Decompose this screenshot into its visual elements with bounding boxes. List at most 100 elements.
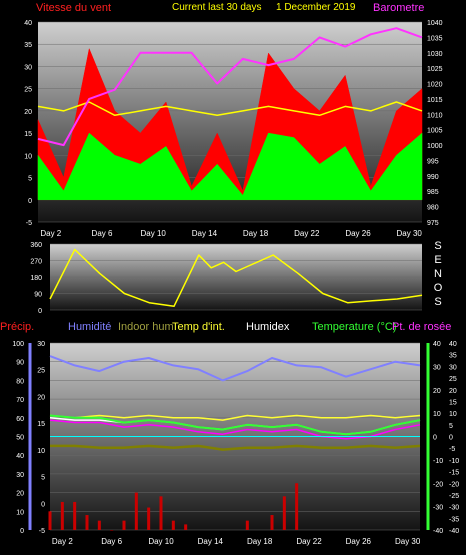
- barometer-y-tick: 990: [427, 174, 439, 181]
- dew-point-title: Pt. de rosée: [392, 321, 451, 333]
- temp-left-y-tick: 10: [37, 448, 45, 455]
- temperature-title: Temperature (°C): [312, 321, 396, 333]
- wind-x-tick: Day 18: [243, 229, 269, 238]
- precip-bar: [282, 496, 286, 530]
- temp-right-inner-y-tick: 10: [433, 411, 441, 418]
- temp-right-outer-y-tick: -25: [449, 493, 459, 500]
- temp-right-outer-y-tick: -10: [449, 458, 459, 465]
- barometer-y-tick: 1020: [427, 82, 443, 89]
- barometer-y-tick: 1005: [427, 128, 443, 135]
- temp-right-outer-y-tick: -20: [449, 481, 459, 488]
- precip-bar: [110, 530, 114, 531]
- wind-chart: -505101520253035409759809859909951000100…: [24, 20, 442, 238]
- current-title: Current last 30 days: [172, 2, 262, 13]
- temperature-x-tick: Day 30: [395, 537, 421, 546]
- precip-bar: [48, 511, 52, 530]
- precip-bar: [245, 520, 249, 530]
- indoor-temp-title: Temp d'int.: [172, 321, 225, 333]
- precip-bar: [134, 492, 138, 530]
- temp-right-outer-y-tick: -35: [449, 516, 459, 523]
- wind-x-tick: Day 6: [92, 229, 113, 238]
- temp-right-outer-y-tick: 15: [449, 399, 457, 406]
- direction-y-tick: 180: [30, 275, 42, 282]
- barometer-y-tick: 985: [427, 189, 439, 196]
- wind-x-tick: Day 30: [397, 229, 423, 238]
- precip-y-tick: 60: [16, 416, 24, 423]
- precip-bar: [171, 520, 175, 530]
- barometer-y-tick: 995: [427, 158, 439, 165]
- precip-y-tick: 50: [16, 435, 24, 442]
- temp-right-inner-y-tick: -30: [433, 505, 443, 512]
- barometer-y-tick: 975: [427, 220, 439, 227]
- precip-y-tick: 40: [16, 453, 24, 460]
- temp-left-y-tick: 0: [41, 501, 45, 508]
- barometer-y-tick: 1040: [427, 20, 443, 27]
- precip-bar: [60, 501, 64, 530]
- wind-x-tick: Day 2: [40, 229, 61, 238]
- barometer-y-tick: 1030: [427, 51, 443, 58]
- compass-letter: N: [434, 268, 442, 280]
- indoor-humidity-title: Indoor hum: [118, 321, 174, 333]
- precip-bar: [159, 496, 163, 530]
- wind-x-tick: Day 14: [192, 229, 218, 238]
- temp-right-outer-y-tick: 0: [449, 435, 453, 442]
- precip-bar: [270, 515, 274, 530]
- temp-right-outer-y-tick: -5: [449, 446, 455, 453]
- precip-y-tick: 30: [16, 472, 24, 479]
- temp-right-inner-y-tick: 40: [433, 341, 441, 348]
- temp-right-inner-y-tick: -10: [433, 458, 443, 465]
- temp-right-outer-y-tick: 35: [449, 353, 457, 360]
- temp-right-outer-y-tick: -40: [449, 528, 459, 535]
- barometer-y-tick: 1035: [427, 35, 443, 42]
- barometer-y-tick: 1015: [427, 97, 443, 104]
- wind-speed-title: Vitesse du vent: [36, 2, 111, 14]
- direction-line: [49, 248, 423, 308]
- temperature-x-tick: Day 2: [52, 537, 73, 546]
- temp-right-outer-y-tick: 5: [449, 423, 453, 430]
- compass-letter: S: [434, 240, 441, 252]
- temp-right-inner-y-tick: -40: [433, 528, 443, 535]
- precip-bar: [85, 515, 89, 530]
- temp-left-y-tick: 15: [37, 421, 45, 428]
- precip-y-tick: 70: [16, 397, 24, 404]
- direction-y-tick: 360: [30, 242, 42, 249]
- wind-y-tick: 35: [24, 42, 32, 49]
- precip-bar: [122, 520, 126, 530]
- temperature-x-tick: Day 6: [101, 537, 122, 546]
- precip-bar: [147, 507, 151, 530]
- precip-y-tick: 100: [12, 341, 24, 348]
- barometer-y-tick: 1010: [427, 112, 443, 119]
- wind-y-tick: 5: [28, 176, 32, 183]
- precip-y-tick: 10: [16, 509, 24, 516]
- temp-right-outer-y-tick: 10: [449, 411, 457, 418]
- temperature-x-tick: Day 14: [198, 537, 224, 546]
- temp-right-outer-y-tick: 40: [449, 341, 457, 348]
- barometer-title: Barometre: [373, 2, 424, 14]
- barometer-y-tick: 1000: [427, 143, 443, 150]
- precip-bar: [73, 501, 77, 530]
- date-title: 1 December 2019: [276, 2, 356, 13]
- barometer-line: [37, 27, 423, 147]
- temp-right-inner-y-tick: 0: [433, 435, 437, 442]
- wind-x-tick: Day 26: [345, 229, 371, 238]
- wind-x-tick: Day 22: [294, 229, 320, 238]
- temp-right-outer-y-tick: 25: [449, 376, 457, 383]
- temp-right-outer-y-tick: 20: [449, 388, 457, 395]
- wind-y-tick: 20: [24, 109, 32, 116]
- precip-y-tick: 80: [16, 378, 24, 385]
- temp-right-outer-y-tick: -30: [449, 505, 459, 512]
- temp-right-inner-y-tick: -20: [433, 481, 443, 488]
- precip-bar: [295, 483, 299, 530]
- humidex-title: Humidex: [246, 321, 290, 333]
- barometer-y-tick: 980: [427, 205, 439, 212]
- precip-y-tick: 0: [20, 528, 24, 535]
- temp-right-inner-y-tick: 30: [433, 364, 441, 371]
- temp-left-y-tick: 5: [41, 475, 45, 482]
- temperature-x-tick: Day 18: [247, 537, 273, 546]
- wind-y-tick: 30: [24, 64, 32, 71]
- series-line-temperature-c-: [49, 414, 421, 436]
- direction-y-tick: 0: [38, 308, 42, 315]
- temp-left-y-tick: 25: [37, 368, 45, 375]
